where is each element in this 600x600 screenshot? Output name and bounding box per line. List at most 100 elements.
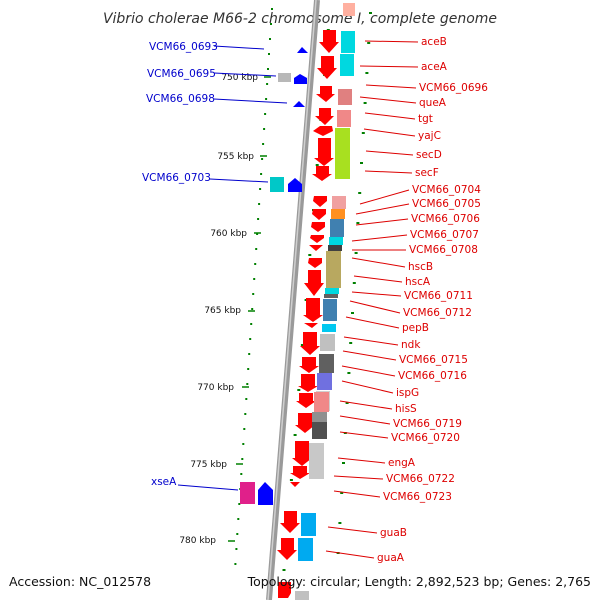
gene-label-ispg[interactable]: ispG (396, 387, 419, 399)
gene-arrow-yajC[interactable] (313, 126, 333, 136)
gene-arrow-VCM66_0716[interactable] (298, 374, 318, 392)
cog-box-bottom (295, 591, 309, 600)
gene-label-vcm66-0715[interactable]: VCM66_0715 (399, 354, 468, 366)
gene-arrow-hscA[interactable] (304, 270, 324, 296)
gene-label-vcm66-0716[interactable]: VCM66_0716 (398, 370, 467, 382)
gene-label-yajc[interactable]: yajC (418, 130, 441, 142)
gene-label-vcm66-0696[interactable]: VCM66_0696 (419, 82, 488, 94)
gene-label-secf[interactable]: secF (415, 167, 439, 179)
connector-guaa (325, 550, 375, 559)
gene-label-ndk[interactable]: ndk (401, 339, 421, 351)
map-title: Vibrio cholerae M66-2 chromosome I, comp… (103, 11, 497, 27)
track-dot (342, 462, 345, 464)
gene-label-tgt[interactable]: tgt (418, 113, 433, 125)
gene-arrow-ndk[interactable] (300, 332, 320, 355)
gene-arrow-next[interactable] (278, 582, 291, 598)
gene-arrow-aceB[interactable] (319, 30, 339, 53)
gene-label-enga[interactable]: engA (388, 457, 416, 469)
gene-label-vcm66-0706[interactable]: VCM66_0706 (411, 213, 480, 225)
connector-pepb (345, 316, 400, 329)
gene-label-guab[interactable]: guaB (380, 527, 407, 539)
gene-arrow-pepB[interactable] (304, 323, 318, 328)
cog-box-VCM66_0695 (278, 73, 291, 82)
track-dot (249, 338, 252, 340)
connector-vcm66-0704 (359, 189, 410, 205)
gene-arrow-aceA[interactable] (317, 56, 337, 79)
gene-label-vcm66-0719[interactable]: VCM66_0719 (393, 418, 462, 430)
cog-box-ndk (320, 334, 335, 351)
gene-label-vcm66-0712[interactable]: VCM66_0712 (403, 307, 472, 319)
scale-label-750: 750 kbp (221, 73, 258, 83)
gene-arrow-guaB[interactable] (280, 511, 300, 533)
gene-arrow-secD[interactable] (314, 138, 334, 166)
gene-label-hiss[interactable]: hisS (395, 403, 417, 415)
track-dot (267, 68, 269, 70)
gene-arrow-VCM66_0707[interactable] (310, 235, 324, 243)
gene-label-vcm66-0693[interactable]: VCM66_0693 (149, 41, 218, 53)
gene-arrow-VCM66_0693[interactable] (297, 47, 308, 53)
gene-arrow-VCM66_0705[interactable] (312, 209, 326, 220)
gene-label-xsea[interactable]: xseA (151, 476, 177, 488)
connector-enga (337, 457, 386, 464)
gene-label-acea[interactable]: aceA (421, 61, 448, 73)
gene-label-vcm66-0695[interactable]: VCM66_0695 (147, 68, 216, 80)
gene-arrow-VCM66_0704[interactable] (313, 196, 327, 207)
gene-label-hscb[interactable]: hscB (408, 261, 433, 273)
track-dot (261, 158, 264, 160)
gene-label-quea[interactable]: queA (419, 97, 447, 109)
gene-arrow-hisS[interactable] (295, 413, 315, 433)
track-dot (258, 203, 261, 205)
connector-secd (365, 150, 414, 156)
gene-label-vcm66-0704[interactable]: VCM66_0704 (412, 184, 481, 196)
gene-arrow-VCM66_0722[interactable] (290, 466, 310, 479)
gene-arrow-VCM66_0696[interactable] (316, 86, 335, 102)
gene-label-vcm66-0703[interactable]: VCM66_0703 (142, 172, 211, 184)
track-dot (293, 434, 297, 436)
gene-arrow-guaA[interactable] (277, 538, 297, 560)
gene-arrow-xseA[interactable] (258, 482, 273, 505)
gene-arrow-ispG[interactable] (296, 393, 316, 408)
gene-label-vcm66-0707[interactable]: VCM66_0707 (410, 229, 479, 241)
gene-arrow-tgt[interactable] (315, 108, 334, 125)
gene-label-guaa[interactable]: guaA (377, 552, 405, 564)
gene-label-vcm66-0698[interactable]: VCM66_0698 (146, 93, 215, 105)
gene-label-vcm66-0723[interactable]: VCM66_0723 (383, 491, 452, 503)
track-dot (363, 102, 367, 104)
track-dot (256, 233, 259, 235)
gene-label-pepb[interactable]: pepB (402, 322, 429, 334)
gene-label-hsca[interactable]: hscA (405, 276, 431, 288)
track-dot (351, 312, 354, 314)
gene-label-aceb[interactable]: aceB (421, 36, 447, 48)
gene-label-vcm66-0722[interactable]: VCM66_0722 (386, 473, 455, 485)
connector-xsea (177, 484, 239, 491)
gene-arrow-VCM66_0715[interactable] (299, 357, 319, 373)
gene-arrow-VCM66_0712[interactable] (303, 298, 323, 322)
connector-vcm66-0720 (339, 431, 389, 439)
gene-arrow-secF[interactable] (312, 166, 332, 181)
gene-arrow-VCM66_0698[interactable] (293, 101, 305, 107)
connector-quea (359, 96, 417, 104)
connector-vcm66-0706 (355, 218, 409, 226)
gene-arrow-VCM66_0706[interactable] (311, 222, 325, 232)
track-dot (358, 192, 362, 194)
gene-label-vcm66-0708[interactable]: VCM66_0708 (409, 244, 478, 256)
track-dot (300, 344, 304, 346)
gene-arrow-VCM66_0695[interactable] (294, 74, 307, 84)
gene-label-secd[interactable]: secD (416, 149, 442, 161)
cog-box-VCM66_0711b (324, 294, 338, 298)
gene-label-vcm66-0705[interactable]: VCM66_0705 (412, 198, 481, 210)
gene-arrow-hscB[interactable] (308, 258, 322, 268)
gene-label-vcm66-0711[interactable]: VCM66_0711 (404, 290, 473, 302)
gene-label-vcm66-0720[interactable]: VCM66_0720 (391, 432, 460, 444)
gene-arrow-VCM66_0708[interactable] (309, 245, 323, 251)
gene-arrow-VCM66_0703[interactable] (288, 178, 302, 192)
cog-box-VCM66_0696 (338, 89, 352, 105)
track-dot (270, 23, 272, 25)
gene-arrow-engA[interactable] (292, 441, 312, 466)
connector-hsca (353, 275, 403, 283)
connector-vcm66-0722 (333, 475, 384, 480)
connector-vcm66-0719 (339, 415, 391, 425)
connector-yajc (363, 128, 416, 137)
gene-arrow-VCM66_0723[interactable] (290, 482, 300, 487)
